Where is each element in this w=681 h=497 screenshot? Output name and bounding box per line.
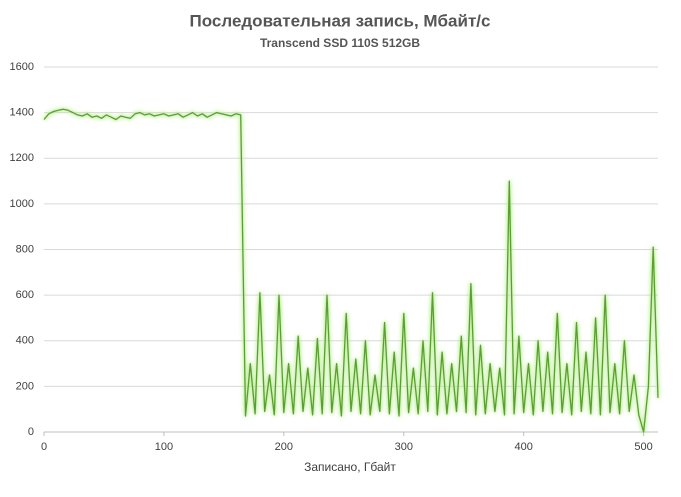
y-tick-label: 800 bbox=[16, 243, 34, 255]
chart-subtitle: Transcend SSD 110S 512GB bbox=[260, 36, 420, 50]
x-axis-label: Записано, Гбайт bbox=[304, 460, 396, 474]
chart-title: Последовательная запись, Мбайт/с bbox=[190, 11, 491, 30]
y-tick-label: 1400 bbox=[10, 107, 34, 119]
data-line bbox=[43, 108, 659, 433]
x-tick-label: 0 bbox=[41, 441, 47, 453]
x-tick-label: 100 bbox=[155, 441, 173, 453]
y-tick-label: 0 bbox=[28, 426, 34, 438]
x-tick-label: 200 bbox=[275, 441, 293, 453]
x-tick-label: 500 bbox=[634, 441, 652, 453]
y-tick-label: 1600 bbox=[10, 61, 34, 73]
y-tick-label: 1000 bbox=[10, 198, 34, 210]
y-tick-label: 400 bbox=[16, 335, 34, 347]
x-tick-label: 400 bbox=[515, 441, 533, 453]
y-tick-label: 600 bbox=[16, 289, 34, 301]
y-tick-label: 1200 bbox=[10, 152, 34, 164]
x-tick-label: 300 bbox=[395, 441, 413, 453]
y-tick-label: 200 bbox=[16, 380, 34, 392]
